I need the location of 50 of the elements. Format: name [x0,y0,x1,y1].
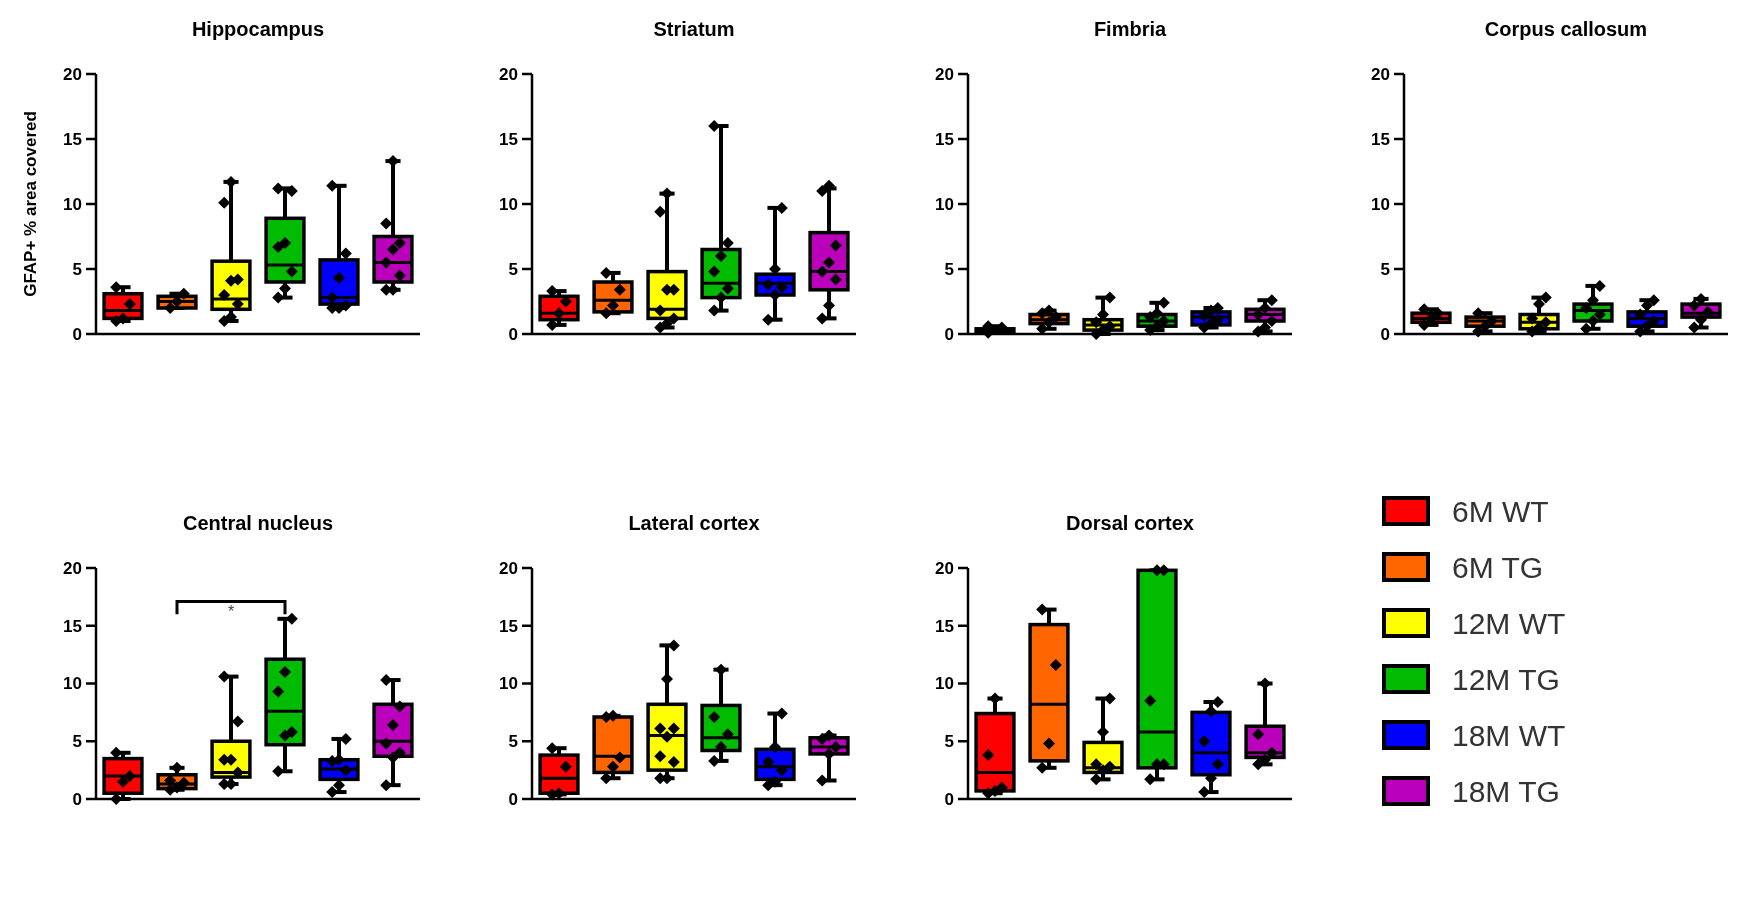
chart-title: Dorsal cortex [1066,512,1194,534]
y-axis-title: GFAP+ % area covered [21,111,40,297]
annotation: * [227,603,235,621]
y-tick-label: 20 [63,558,82,578]
y-tick-label: 10 [499,674,518,694]
y-tick-label: 10 [935,194,954,214]
y-tick-label: 20 [499,64,518,84]
y-tick-label: 20 [935,64,954,84]
legend-label: 18M WT [1452,718,1566,752]
y-tick-label: 5 [1380,259,1390,279]
y-tick-label: 15 [935,616,954,636]
y-tick-label: 0 [72,324,82,344]
y-tick-label: 15 [935,129,954,149]
legend-label: 12M WT [1452,606,1566,640]
chart-title: Hippocampus [191,18,325,40]
y-tick-label: 5 [508,259,518,279]
y-tick-label: 15 [499,129,518,149]
chart-title: Striatum [653,18,735,40]
y-tick-label: 15 [63,616,82,636]
chart-title: Central nucleus [182,512,334,534]
y-tick-label: 10 [1371,194,1390,214]
y-tick-label: 5 [944,732,954,752]
y-tick-label: 15 [1371,129,1390,149]
y-tick-label: 10 [499,194,518,214]
chart-title: Corpus callosum [1484,18,1648,40]
y-tick-label: 15 [63,129,82,149]
y-tick-label: 0 [944,789,954,809]
y-tick-label: 15 [499,616,518,636]
y-tick-label: 0 [508,789,518,809]
y-tick-label: 5 [508,732,518,752]
y-tick-label: 5 [72,732,82,752]
y-tick-label: 20 [935,558,954,578]
y-tick-label: 0 [1380,324,1390,344]
legend-label: 12M TG [1452,662,1560,696]
y-tick-label: 5 [72,259,82,279]
legend-label: 6M WT [1452,494,1549,528]
y-tick-label: 0 [944,324,954,344]
y-tick-label: 5 [944,259,954,279]
y-tick-label: 20 [499,558,518,578]
y-tick-label: 0 [72,789,82,809]
y-tick-label: 10 [935,674,954,694]
chart-title: Fimbria [1093,18,1167,40]
y-tick-label: 20 [1371,64,1390,84]
y-tick-label: 20 [63,64,82,84]
y-tick-label: 10 [63,674,82,694]
legend-label: 6M TG [1452,550,1544,584]
chart-title: Lateral cortex [628,512,760,534]
y-tick-label: 10 [63,194,82,214]
y-tick-label: 0 [508,324,518,344]
legend-label: 18M TG [1452,774,1560,808]
